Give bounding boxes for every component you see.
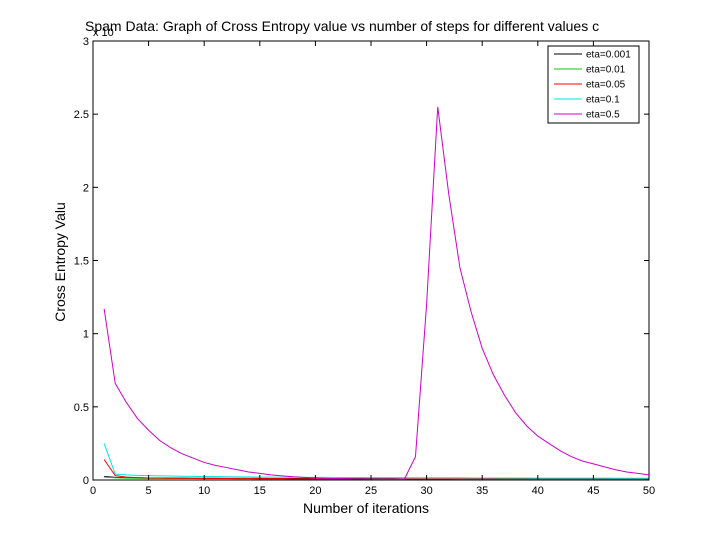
y-tick-label: 1.5 <box>74 256 89 268</box>
x-tick-label: 45 <box>587 485 599 497</box>
x-tick-label: 50 <box>643 485 655 497</box>
x-tick-label: 35 <box>476 485 488 497</box>
series-line-eta-0-5 <box>103 106 650 480</box>
axis-layer: 0 5 10 15 20 25 30 35 40 45 50 0 0.5 1 1.5 2 2.5 3 <box>74 36 655 497</box>
x-tick-label: 25 <box>365 485 377 497</box>
legend-entry: eta=0.05 <box>586 80 626 91</box>
y-tick-label: 2.5 <box>74 109 89 121</box>
y-tick-label: 1 <box>83 329 89 341</box>
y-tick-label: 0.5 <box>74 402 89 414</box>
x-tick-label: 0 <box>90 485 96 497</box>
y-tick-label: 0 <box>83 475 89 487</box>
legend-entry: eta=0.1 <box>586 95 620 106</box>
y-tick-label: 3 <box>83 36 89 48</box>
x-tick-label: 5 <box>146 485 152 497</box>
chart-title: Spam Data: Graph of Cross Entropy value … <box>85 18 599 34</box>
x-axis-label: Number of iterations <box>303 500 429 516</box>
x-tick-label: 10 <box>198 485 210 497</box>
y-exponent-label: x 10 <box>93 27 114 39</box>
legend-entry: eta=0.5 <box>586 110 620 121</box>
x-tick-label: 40 <box>532 485 544 497</box>
y-tick-label: 2 <box>83 182 89 194</box>
x-tick-label: 30 <box>420 485 432 497</box>
y-axis-label: Cross Entropy Valu <box>52 202 68 322</box>
series-line-eta-0-1 <box>103 443 649 479</box>
legend-entry: eta=0.001 <box>586 50 631 61</box>
legend-entry: eta=0.01 <box>586 65 626 76</box>
x-tick-label: 20 <box>309 485 321 497</box>
series-layer <box>103 106 650 480</box>
legend: eta=0.001 eta=0.01 eta=0.05 eta=0.1 eta=0.5 <box>547 45 640 124</box>
x-tick-label: 15 <box>254 485 266 497</box>
